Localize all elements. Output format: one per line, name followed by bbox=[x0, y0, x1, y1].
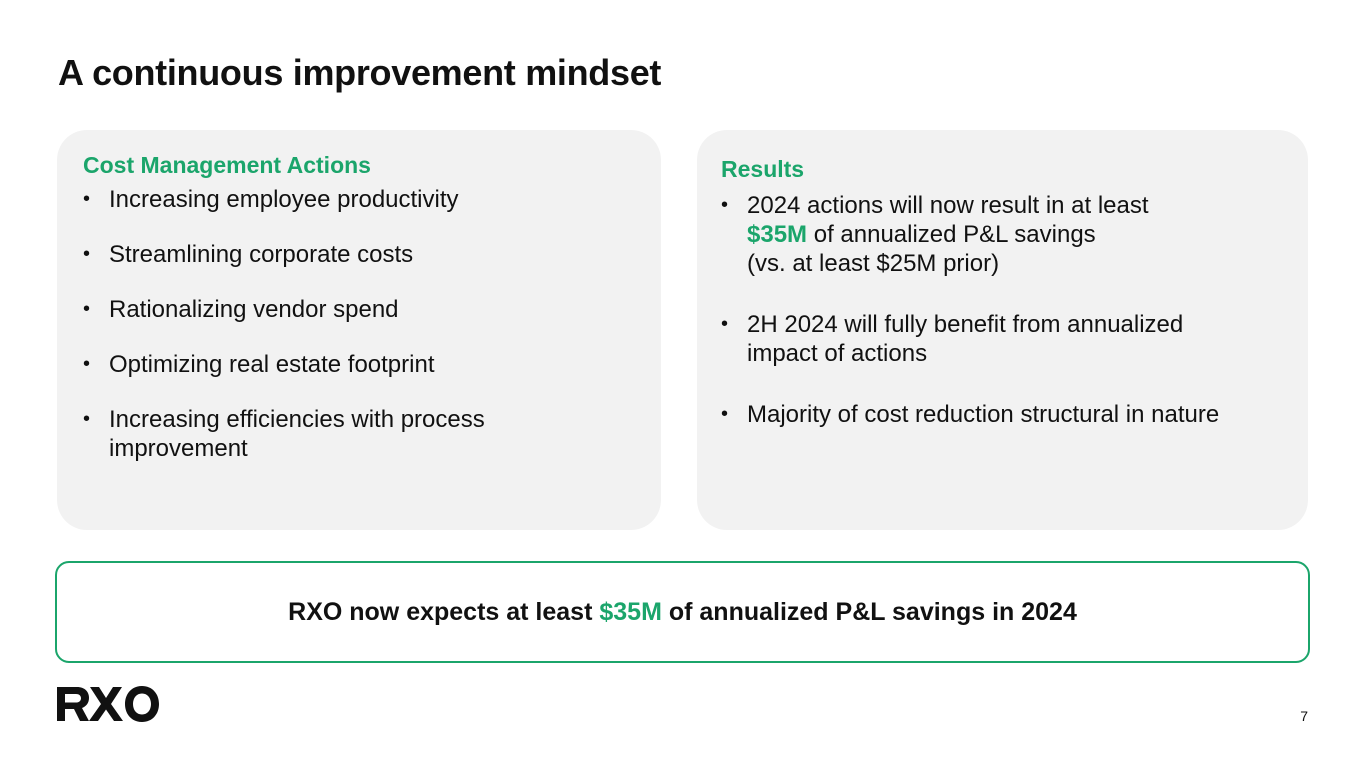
callout-highlight: $35M bbox=[599, 597, 662, 626]
list-item: • Majority of cost reduction structural i… bbox=[721, 400, 1290, 429]
list-item: • Rationalizing vendor spend bbox=[83, 295, 635, 324]
cost-management-card: Cost Management Actions • Increasing empl… bbox=[57, 130, 661, 530]
results-heading: Results bbox=[721, 156, 805, 182]
savings-highlight: $35M bbox=[747, 221, 808, 248]
list-item-text: Majority of cost reduction structural in… bbox=[747, 401, 1220, 428]
list-item-text: 2H 2024 will fully benefit from annualiz… bbox=[747, 311, 1184, 367]
cost-management-heading: Cost Management Actions bbox=[83, 152, 371, 178]
list-item-text: Streamlining corporate costs bbox=[109, 241, 414, 268]
page-number: 7 bbox=[1300, 708, 1308, 724]
cost-actions-list: • Increasing employee productivity • Strea… bbox=[83, 185, 635, 463]
list-item: • Increasing efficiencies with process im… bbox=[83, 405, 635, 463]
callout-text-before: RXO now expects at least bbox=[288, 597, 600, 626]
rxo-logo bbox=[57, 686, 159, 722]
list-item-text: Increasing efficiencies with process imp… bbox=[109, 406, 485, 462]
callout-text-after: of annualized P&L savings in 2024 bbox=[661, 597, 1077, 626]
bullet-icon: • bbox=[721, 194, 729, 216]
list-item-text: Optimizing real estate footprint bbox=[109, 351, 435, 378]
slide-title: A continuous improvement mindset bbox=[58, 52, 662, 93]
list-item: • 2H 2024 will fully benefit from annuali… bbox=[721, 310, 1290, 368]
results-list: • 2024 actions will now result in at lea… bbox=[721, 191, 1290, 429]
results-line-3: (vs. at least $25M prior) bbox=[747, 250, 1000, 277]
list-item-text: Rationalizing vendor spend bbox=[109, 296, 399, 323]
list-item: • Increasing employee productivity bbox=[83, 185, 635, 214]
bullet-icon: • bbox=[721, 313, 729, 335]
savings-callout: RXO now expects at least $35M of annuali… bbox=[55, 561, 1310, 663]
results-line-1: 2024 actions will now result in at least bbox=[747, 192, 1149, 219]
bullet-icon: • bbox=[83, 353, 91, 375]
list-item-text: Increasing employee productivity bbox=[109, 186, 459, 213]
list-item: • Streamlining corporate costs bbox=[83, 240, 635, 269]
bullet-icon: • bbox=[721, 403, 729, 425]
list-item: • 2024 actions will now result in at lea… bbox=[721, 191, 1290, 278]
bullet-icon: • bbox=[83, 243, 91, 265]
bullet-icon: • bbox=[83, 408, 91, 430]
bullet-icon: • bbox=[83, 188, 91, 210]
bullet-icon: • bbox=[83, 298, 91, 320]
list-item: • Optimizing real estate footprint bbox=[83, 350, 635, 379]
results-line-2: of annualized P&L savings bbox=[807, 221, 1096, 248]
results-card: Results • 2024 actions will now result i… bbox=[697, 130, 1308, 530]
